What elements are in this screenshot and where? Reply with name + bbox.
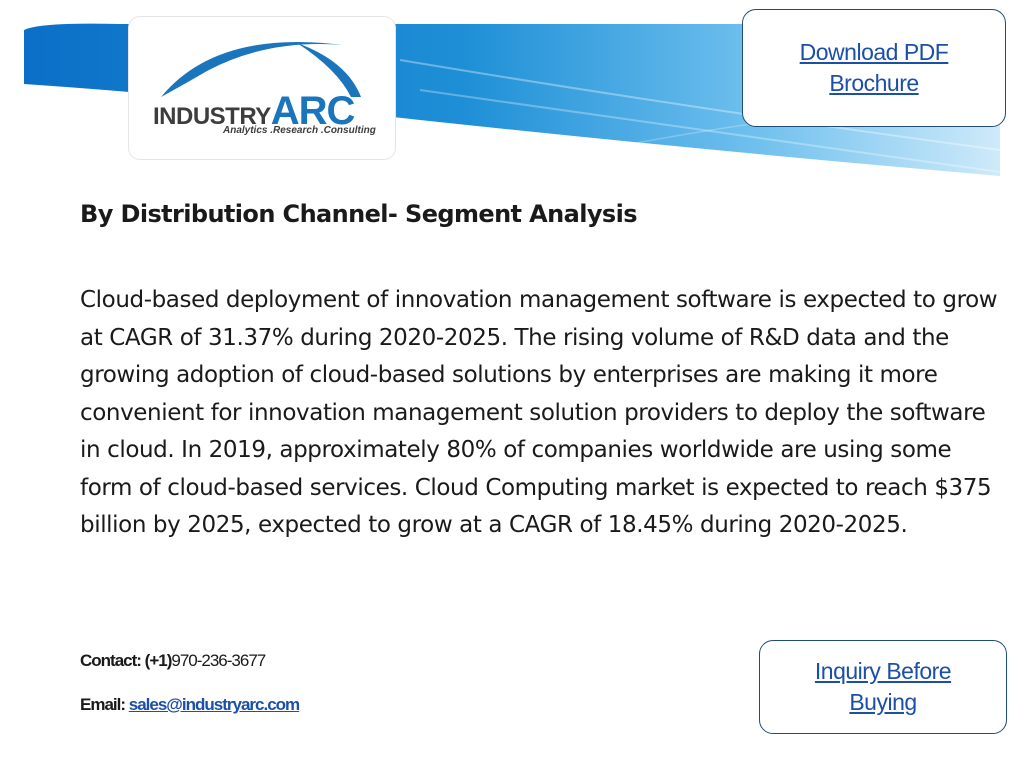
section-heading: By Distribution Channel- Segment Analysi…: [80, 200, 638, 228]
contact-label: Contact: (+1): [80, 651, 172, 670]
email-link[interactable]: sales@industryarc.com: [128, 695, 300, 714]
inquiry-link-line1: Inquiry Before: [814, 658, 952, 684]
inquiry-link-line2: Buying: [849, 689, 917, 715]
download-pdf-brochure-link[interactable]: Download PDF Brochure: [800, 37, 949, 99]
download-link-line1: Download PDF: [799, 39, 949, 65]
contact-line: Contact: (+1)970-236-3677: [80, 651, 266, 671]
logo-arc-icon: [161, 41, 361, 97]
contact-number: 970-236-3677: [171, 651, 266, 670]
email-line: Email: sales@industryarc.com: [80, 695, 300, 715]
inquiry-before-buying-link[interactable]: Inquiry Before Buying: [814, 656, 952, 718]
inquiry-box[interactable]: Inquiry Before Buying: [759, 640, 1007, 734]
company-logo: INDUSTRYARC Analytics .Research .Consult…: [128, 16, 396, 160]
analysis-paragraph: Cloud-based deployment of innovation man…: [80, 287, 998, 538]
logo-word-industry: INDUSTRY: [153, 103, 271, 130]
logo-wordmark: INDUSTRYARC: [153, 89, 356, 134]
download-link-line2: Brochure: [829, 70, 919, 96]
logo-tagline: Analytics .Research .Consulting: [223, 125, 376, 136]
download-pdf-box[interactable]: Download PDF Brochure: [742, 9, 1006, 127]
email-label: Email:: [80, 695, 126, 714]
logo-word-arc: ARC: [270, 89, 356, 133]
